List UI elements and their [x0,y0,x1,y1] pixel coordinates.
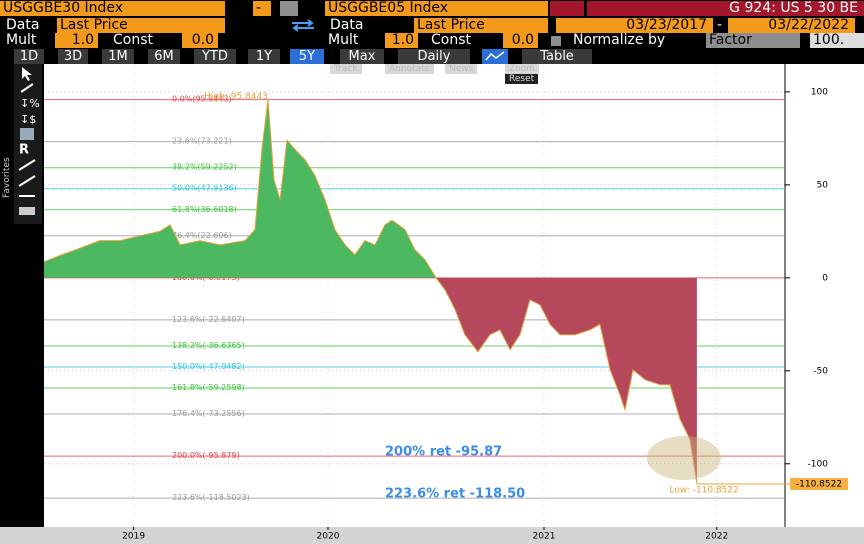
fib-label: 161.8%(-59.2598) [172,383,245,392]
period-button[interactable]: 5Y [290,49,324,64]
chart-id: G 924: US 5 30 BE [587,1,864,16]
fib-label: 0.0%(95.8443) [172,95,232,104]
swap-icon[interactable] [288,18,318,33]
tool-button[interactable]: News [445,64,478,74]
label: Normalize by [573,33,666,48]
input[interactable]: 1.0 [385,33,418,48]
field-dropdown[interactable]: Last Price [414,18,548,33]
favorites-label[interactable]: Favorites [2,157,12,198]
fib-label: 76.4%(22.606) [172,231,232,240]
x-axis-strip [0,527,864,544]
fib-label: 223.6%(-118.5023) [172,493,250,502]
start-date[interactable]: 03/23/2017 [556,18,713,33]
last-price-box [790,477,848,490]
normalize-dropdown[interactable]: Factor [706,33,800,48]
dropdown-button[interactable] [280,1,298,16]
chart: 100 50 0 -50 -100 2019 2020 2021 2022 0.0%(95.844… [0,64,864,544]
tool-icon[interactable]: ↧% [20,97,40,110]
period-button[interactable]: YTD [194,49,236,64]
input[interactable]: 100. [810,33,864,48]
label: Data [6,18,40,33]
tool-button[interactable]: Zoom [505,64,539,74]
label: Const [431,33,471,48]
annotation: 223.6% ret -118.50 [385,487,525,502]
frequency-dropdown[interactable]: Daily [398,49,470,64]
input[interactable]: 0.0 [503,33,538,48]
tool-sidebar: ↧% ↧$ R [14,64,42,224]
fib-label: 123.6%(-22.6407) [172,315,245,324]
table-button[interactable]: Table [522,49,592,64]
y-tick-label: 100 [811,87,828,97]
low-highlight [646,435,721,480]
input[interactable]: 0.0 [182,33,218,48]
tool-button[interactable]: Annotate [385,64,435,74]
fib-label: 200.0%(-95.879) [172,451,240,460]
period-button[interactable]: 1Y [248,49,280,64]
y-tick-label: -100 [808,459,829,469]
label: Mult [328,33,359,48]
tool-button[interactable]: Track [330,64,362,74]
minus-button[interactable]: - [253,1,271,16]
fib-label: 176.4%(-73.2556) [172,409,245,418]
field-dropdown[interactable]: Last Price [57,18,225,33]
label: Mult [6,33,37,48]
security-field[interactable]: USGGBE05 Index [325,1,548,16]
fib-label: 150.0%(-47.9482) [172,362,245,371]
favorites-tab[interactable]: Favorites [0,140,14,200]
reset-button[interactable]: Reset [505,74,539,84]
x-tick-label: 2022 [705,532,728,542]
label: Data [330,18,364,33]
fib-label: 50.0%(47.9136) [172,184,237,193]
period-button[interactable]: Max [340,49,384,64]
y-tick-label: -50 [813,366,828,376]
fib-label: 138.2%(-36.6365) [172,341,245,350]
tool-icon[interactable] [18,159,36,187]
period-button[interactable]: 1M [102,49,134,64]
period-button[interactable]: 1D [14,49,44,64]
annotation: 200% ret -95.87 [385,445,502,460]
tool-icon[interactable]: R [19,143,29,158]
area-positive [44,99,697,278]
menu-button[interactable] [550,1,584,16]
fib-label: 23.6%(73.221) [172,137,232,146]
line-tool[interactable] [20,83,34,93]
series-line [43,99,698,485]
fib-label: 61.8%(36.6018) [172,205,237,214]
x-tick-label: 2020 [317,532,340,542]
high-label: High: 95.8443 [204,92,268,102]
period-button[interactable]: 6M [148,49,180,64]
checkbox[interactable] [551,36,561,46]
fib-label: 38.2%(59.2252) [172,163,237,172]
tool-icon[interactable] [20,128,34,140]
input[interactable]: 1.0 [55,33,98,48]
y-tick-label: 0 [822,273,828,283]
label: Const [113,33,153,48]
last-price-label: -110.8522 [796,479,842,489]
chart-type-button[interactable] [482,49,508,64]
area-negative [436,277,697,484]
x-tick-label: 2021 [533,532,556,542]
end-date[interactable]: 03/22/2022 [728,18,855,33]
tool-icon[interactable]: ↧$ [20,113,36,126]
y-tick-label: 50 [817,180,829,190]
period-button[interactable]: 3D [58,49,88,64]
pointer-tool[interactable] [22,67,32,81]
x-tick-label: 2019 [122,532,145,542]
tool-icon[interactable] [19,207,35,215]
security-field[interactable]: USGGBE30 Index [0,1,225,16]
date-dash: - [717,18,723,33]
low-label: Low: -110.8522 [670,485,739,495]
